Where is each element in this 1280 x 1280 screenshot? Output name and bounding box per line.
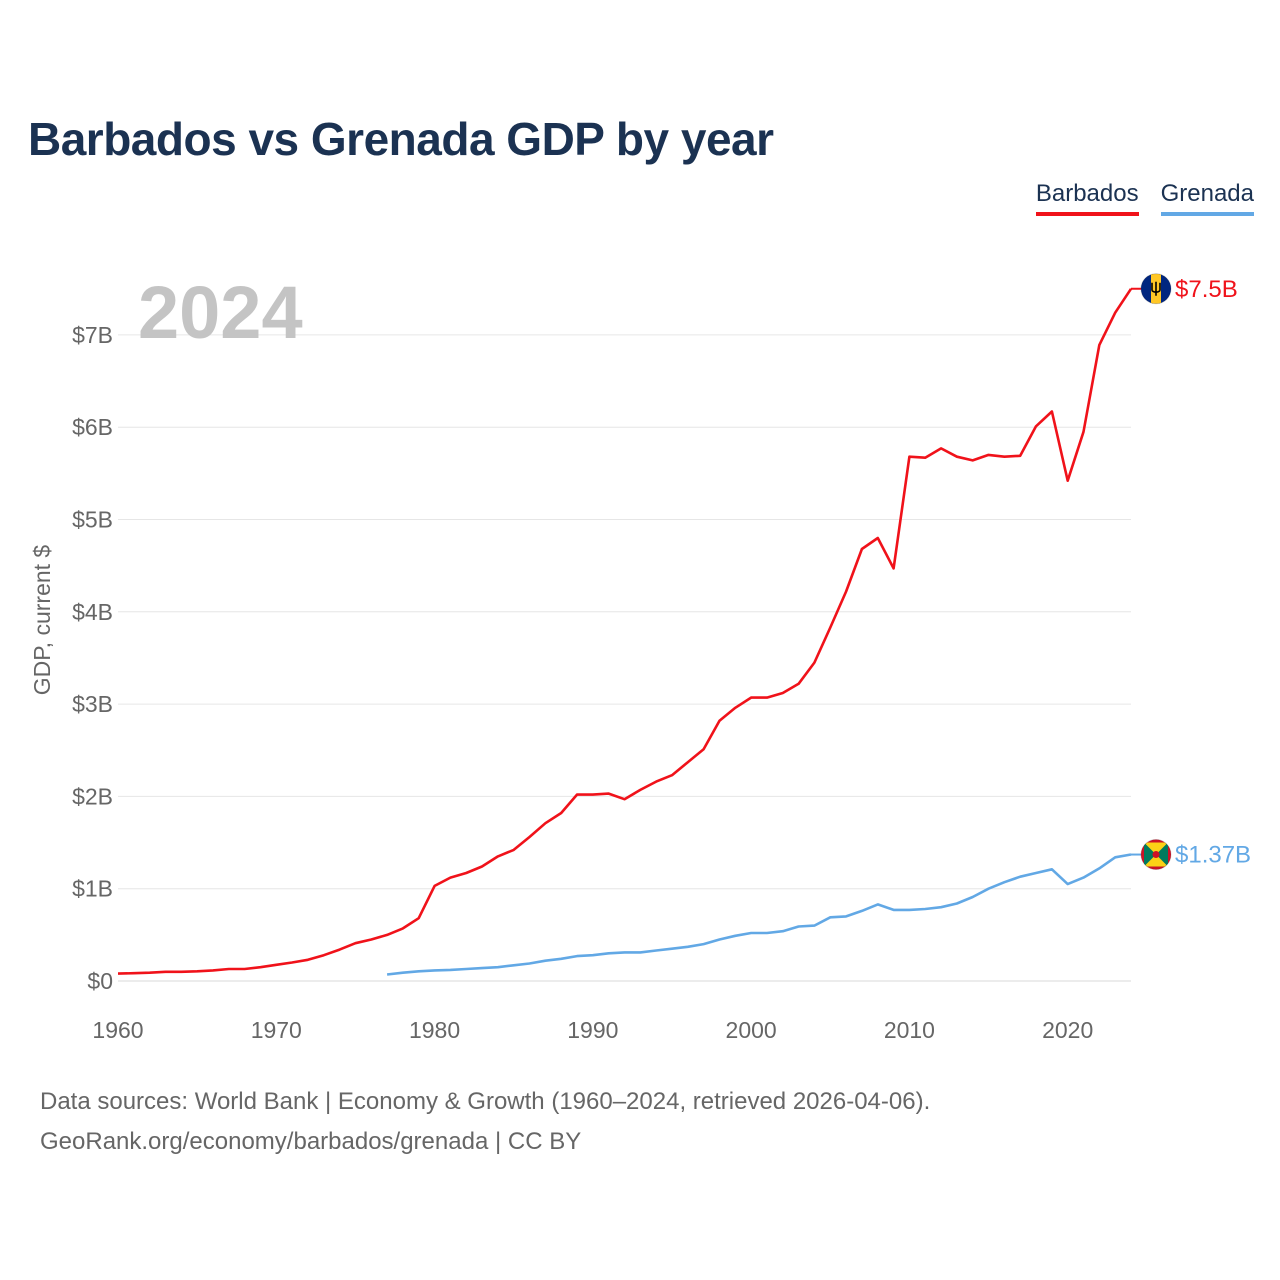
y-tick-label: $4B — [72, 599, 113, 625]
attribution-link[interactable]: GeoRank.org/economy/barbados/grenada | C… — [40, 1128, 582, 1155]
grenada-flag-icon — [1140, 839, 1172, 871]
legend-item-grenada[interactable]: Grenada — [1160, 180, 1254, 216]
x-tick-label: 1990 — [567, 1017, 618, 1043]
x-tick-label: 2010 — [884, 1017, 935, 1043]
end-labels: $7.5B $1.37B — [1131, 273, 1251, 871]
series-line-grenada[interactable] — [386, 853, 1132, 976]
end-value-label-barbados: $7.5B — [1175, 276, 1238, 303]
y-tick-label: $1B — [72, 876, 113, 902]
y-axis-label: GDP, current $ — [29, 545, 55, 696]
series-line-barbados[interactable] — [117, 288, 1133, 975]
x-axis: 1960 1970 1980 1990 2000 2010 2020 — [92, 1017, 1093, 1043]
x-tick-label: 1970 — [251, 1017, 302, 1043]
x-tick-label: 1960 — [92, 1017, 143, 1043]
chart-title: Barbados vs Grenada GDP by year — [28, 113, 774, 165]
data-sources: Data sources: World Bank | Economy & Gro… — [40, 1088, 931, 1115]
y-tick-label: $0 — [87, 968, 113, 994]
y-tick-label: $3B — [72, 691, 113, 717]
legend: Barbados Grenada — [1035, 180, 1254, 216]
x-tick-label: 2020 — [1042, 1017, 1093, 1043]
x-tick-label: 1980 — [409, 1017, 460, 1043]
year-watermark: 2024 — [138, 271, 303, 354]
gridlines — [118, 334, 1131, 982]
series-lines — [117, 288, 1133, 976]
x-tick-label: 2000 — [726, 1017, 777, 1043]
footer: Data sources: World Bank | Economy & Gro… — [40, 1082, 930, 1162]
y-tick-label: $7B — [72, 322, 113, 348]
y-tick-label: $5B — [72, 507, 113, 533]
end-value-label-grenada: $1.37B — [1175, 842, 1251, 869]
y-tick-label: $6B — [72, 414, 113, 440]
y-tick-label: $2B — [72, 783, 113, 809]
barbados-flag-icon — [1140, 273, 1172, 305]
y-axis: $0 $1B $2B $3B $4B $5B $6B $7B — [72, 322, 113, 994]
legend-item-barbados[interactable]: Barbados — [1035, 180, 1139, 216]
